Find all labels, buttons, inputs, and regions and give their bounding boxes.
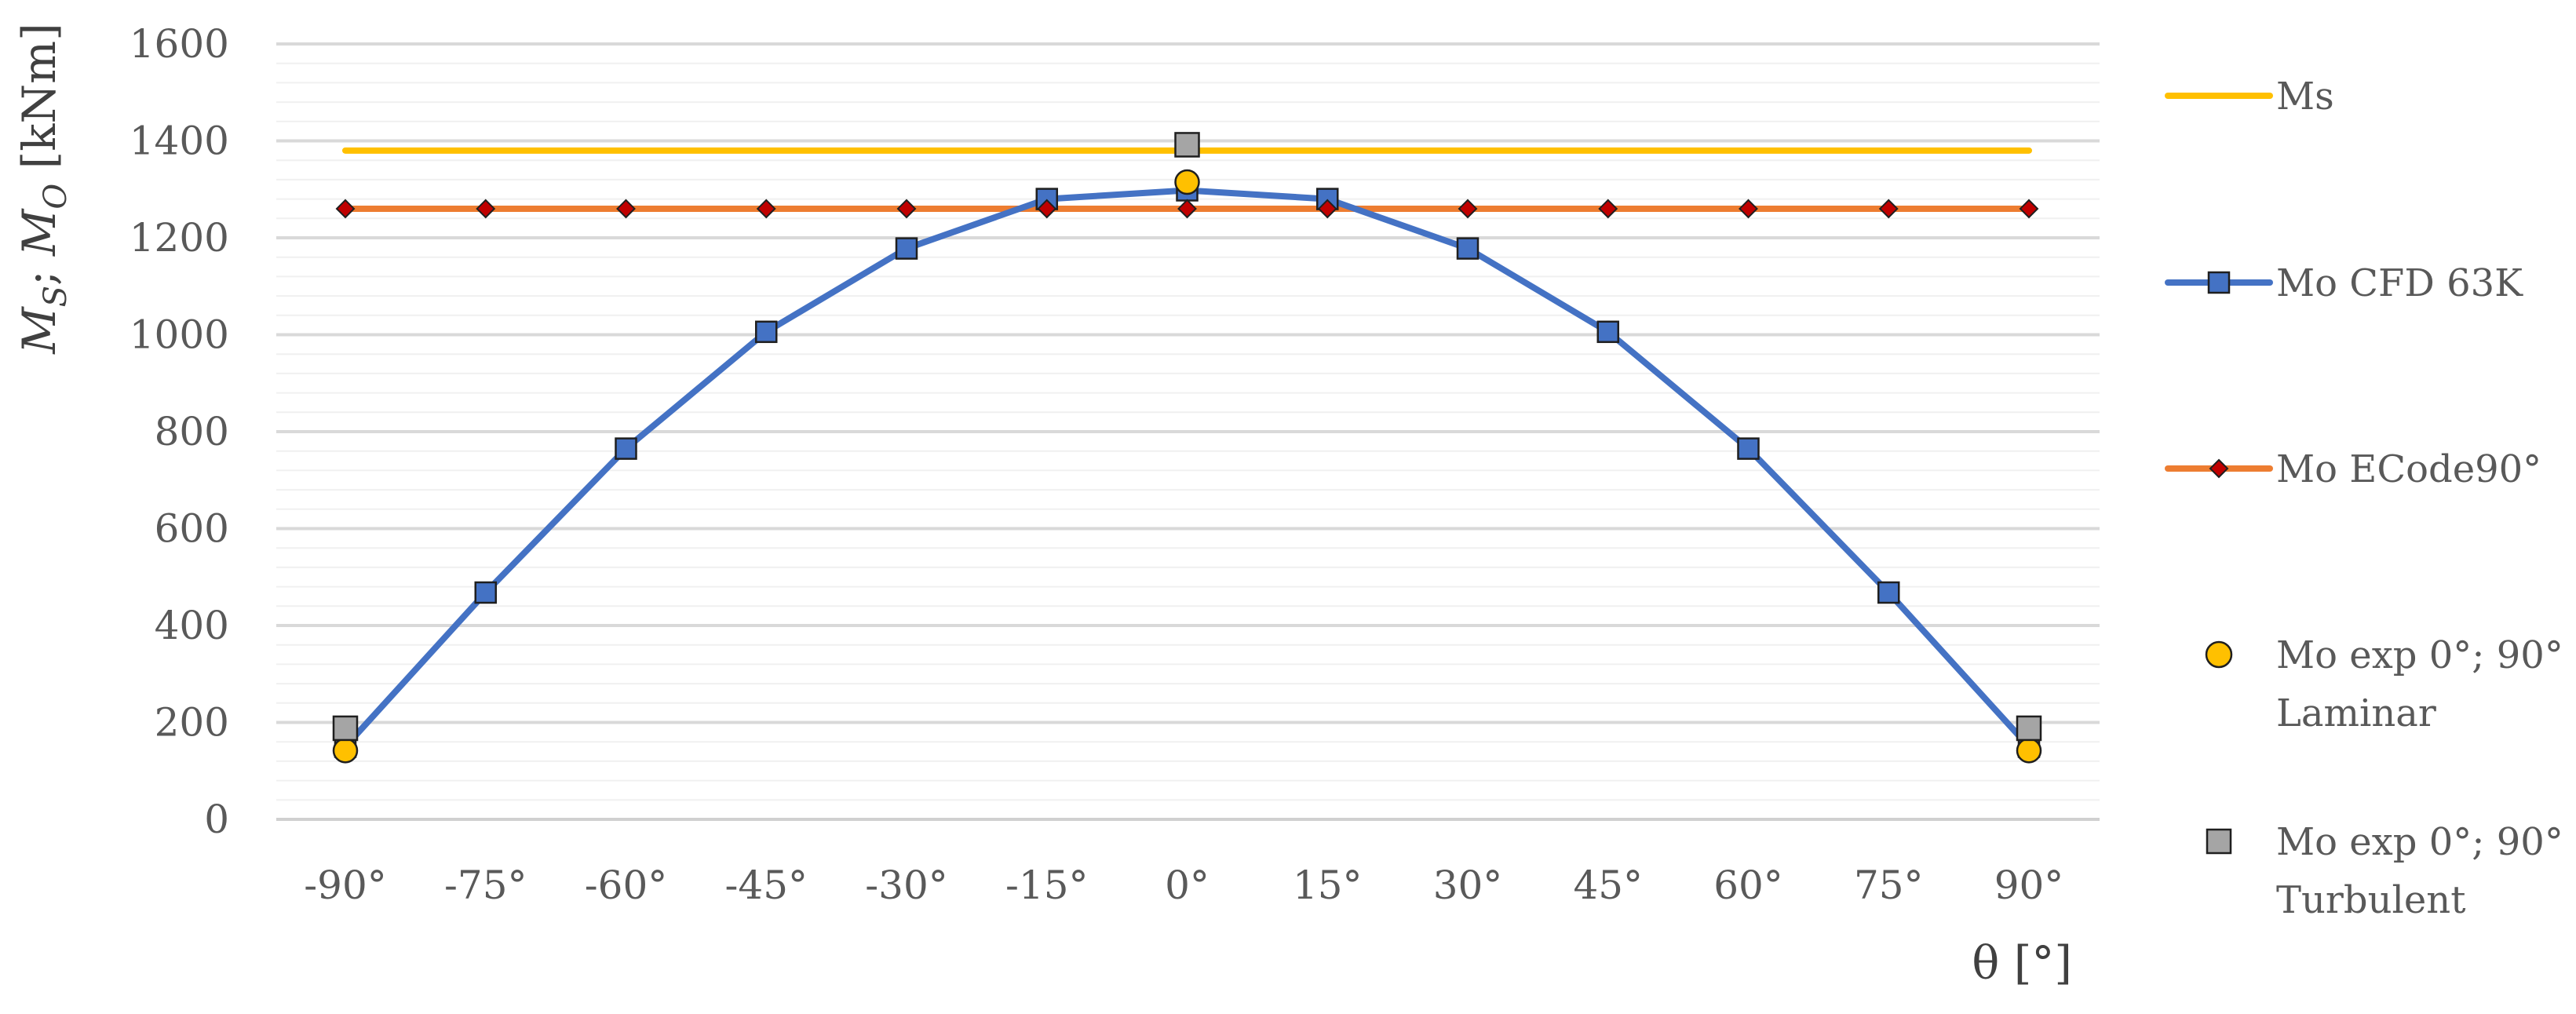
mo-cfd-63k-point xyxy=(755,320,778,344)
mo-exp-laminar-point xyxy=(2016,738,2042,764)
x-tick-label: 0° xyxy=(1165,863,1210,908)
x-tick-label: 15° xyxy=(1293,863,1363,908)
mo-cfd-63k-point xyxy=(895,237,918,260)
y-tick-label: 1400 xyxy=(130,119,229,164)
mo-ecode90-point xyxy=(1598,199,1618,219)
y-axis-title: MS; MO [kNm] xyxy=(13,23,74,355)
x-tick-label: -15° xyxy=(1005,863,1089,908)
mo-ecode90-point xyxy=(616,199,636,219)
legend-label: Ms xyxy=(2276,75,2334,119)
legend: Ms Mo CFD 63K Mo ECode90° Mo exp 0°; 90° Lam… xyxy=(2165,75,2563,922)
mo-cfd-63k-point xyxy=(1877,581,1900,604)
mo-exp-laminar-point xyxy=(332,738,359,764)
mo-exp-laminar-point xyxy=(1174,169,1200,195)
mo-ecode90-point xyxy=(335,199,356,219)
y-tick-label: 800 xyxy=(155,409,229,454)
x-tick-label: -30° xyxy=(865,863,948,908)
x-axis-ticks: -90° -75° -60° -45° -30° -15° 0° 15° 30° 45° 60° 75… xyxy=(304,863,2063,908)
legend-label: Turbulent xyxy=(2276,878,2465,922)
x-tick-label: -60° xyxy=(585,863,668,908)
x-tick-label: -90° xyxy=(304,863,387,908)
mo-ecode90-point xyxy=(756,199,776,219)
mo-ecode90-point xyxy=(1878,199,1899,219)
legend-swatch-marker xyxy=(2209,458,2229,479)
y-axis-title-sub2: O xyxy=(38,184,74,210)
mo-ecode90-point xyxy=(1037,199,1057,219)
mo-cfd-63k-point xyxy=(1737,437,1760,460)
y-tick-label: 1600 xyxy=(130,21,229,67)
mo-ecode90-point xyxy=(896,199,917,219)
mo-ecode90-point xyxy=(476,199,496,219)
legend-swatch-marker xyxy=(2205,640,2233,669)
y-axis-title-sep: ; xyxy=(13,256,66,286)
legend-swatch-marker xyxy=(2207,271,2231,294)
mo-cfd-63k-point xyxy=(474,581,497,604)
x-tick-label: -75° xyxy=(444,863,527,908)
mo-ecode90-point xyxy=(1739,199,1758,219)
legend-swatch-marker xyxy=(2206,828,2232,855)
mo-cfd-63k-point xyxy=(1456,237,1480,260)
mo-ecode90-point xyxy=(2019,199,2039,219)
y-tick-label: 1200 xyxy=(130,215,229,261)
mo-exp-turbulent-point xyxy=(1174,132,1200,158)
y-tick-label: 0 xyxy=(204,797,229,842)
mo-cfd-63k-point xyxy=(615,437,637,460)
y-axis-title-unit: [kNm] xyxy=(13,23,66,184)
x-tick-label: 75° xyxy=(1854,863,1924,908)
y-tick-label: 600 xyxy=(155,506,229,552)
mo-ecode90-point xyxy=(1458,199,1478,219)
y-tick-label: 1000 xyxy=(130,312,229,358)
y-axis-title-m1: M xyxy=(13,306,66,355)
x-tick-label: 30° xyxy=(1433,863,1503,908)
mo-cfd-63k-point xyxy=(1596,320,1619,344)
x-tick-label: 90° xyxy=(1994,863,2064,908)
series-line-mo-cfd-63k xyxy=(342,187,2032,750)
legend-label: Mo exp 0°; 90° xyxy=(2276,820,2563,864)
x-axis-title: θ [°] xyxy=(1972,936,2072,990)
x-tick-label: -45° xyxy=(724,863,808,908)
legend-label: Laminar xyxy=(2276,691,2436,735)
legend-label: Mo ECode90° xyxy=(2276,447,2541,491)
mo-exp-turbulent-point xyxy=(2016,715,2042,742)
plot-area xyxy=(332,132,2042,764)
mo-ecode90-point xyxy=(1317,199,1337,219)
y-tick-label: 200 xyxy=(155,700,229,746)
x-tick-label: 45° xyxy=(1573,863,1643,908)
y-tick-label: 400 xyxy=(155,603,229,648)
y-axis-title-sub1: S xyxy=(38,286,74,307)
legend-label: Mo CFD 63K xyxy=(2276,261,2523,305)
mo-ecode90-point xyxy=(1177,199,1197,219)
y-axis-title-m2: M xyxy=(13,208,66,257)
x-tick-label: 60° xyxy=(1713,863,1783,908)
grid xyxy=(276,42,2100,821)
y-axis-ticks: 0 200 400 600 800 1000 1200 1400 1600 xyxy=(130,21,229,842)
mo-exp-turbulent-point xyxy=(332,715,359,742)
legend-label: Mo exp 0°; 90° xyxy=(2276,633,2563,677)
